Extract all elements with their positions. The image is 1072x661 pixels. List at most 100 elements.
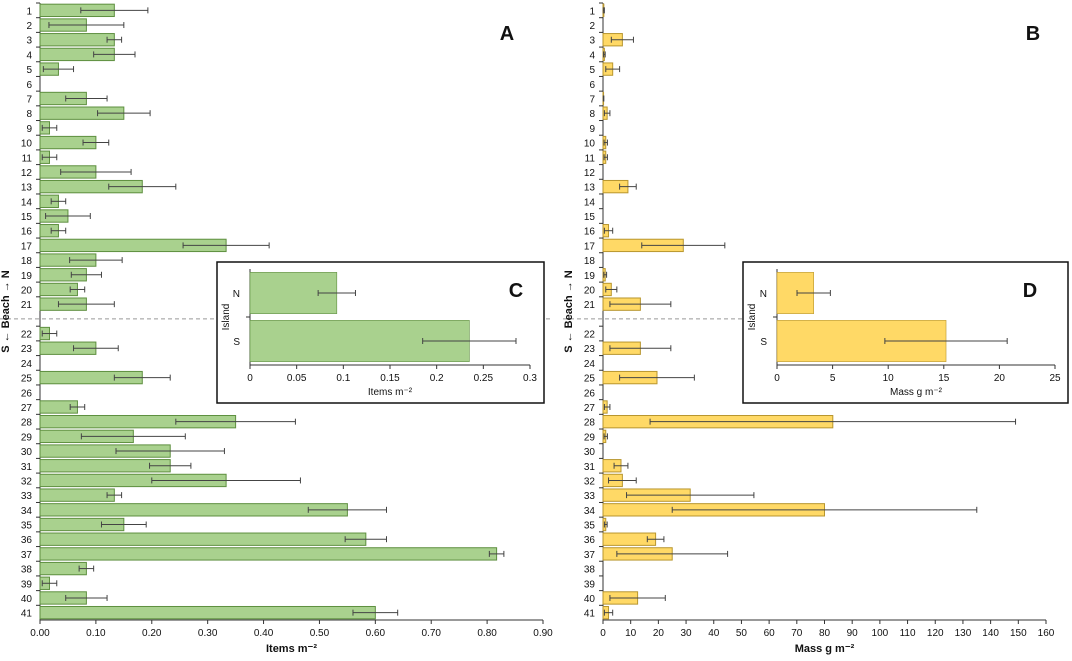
y-tick-label: 31	[584, 462, 596, 473]
x-tick-label: 60	[764, 628, 776, 639]
y-tick-label: 32	[584, 476, 596, 487]
y-axis-label: S ← Beach → N	[0, 270, 12, 353]
x-tick-label: 10	[625, 628, 637, 639]
x-tick-label: 0.1	[336, 373, 350, 384]
y-tick-label: 9	[589, 124, 595, 135]
y-tick-label: 8	[589, 109, 595, 120]
y-tick-label: 12	[584, 168, 596, 179]
y-tick-label: 41	[21, 609, 33, 620]
y-tick-label: 26	[21, 388, 33, 399]
y-tick-label: 8	[26, 109, 32, 120]
x-tick-label: 0.30	[198, 628, 218, 639]
bar	[249, 320, 470, 362]
y-tick-label: 41	[584, 609, 596, 620]
y-axis-label: Island	[221, 304, 232, 331]
y-tick-label: 4	[26, 50, 32, 61]
y-tick-label: 23	[21, 344, 33, 355]
y-tick-label: 32	[21, 476, 33, 487]
x-axis-label: Items m⁻²	[368, 387, 413, 398]
x-tick-label: 80	[819, 628, 831, 639]
y-tick-label: 21	[584, 300, 596, 311]
x-tick-label: 90	[847, 628, 859, 639]
y-axis-label: S ← Beach → N	[563, 270, 575, 353]
y-tick-label: S	[760, 337, 767, 348]
y-tick-label: 18	[21, 256, 33, 267]
x-tick-label: 0.90	[533, 628, 553, 639]
y-tick-label: 6	[26, 80, 32, 91]
y-tick-label: 7	[589, 94, 595, 105]
y-tick-label: 28	[584, 418, 596, 429]
x-tick-label: 20	[653, 628, 665, 639]
y-tick-label: 39	[584, 579, 596, 590]
x-tick-label: 0	[247, 373, 253, 384]
y-tick-label: 38	[21, 565, 33, 576]
y-tick-label: 20	[21, 285, 33, 296]
x-tick-label: 40	[708, 628, 720, 639]
x-tick-label: 0	[600, 628, 606, 639]
y-tick-label: 27	[21, 403, 33, 414]
y-tick-label: 14	[584, 197, 596, 208]
panel-label: A	[500, 23, 514, 45]
y-tick-label: 30	[584, 447, 596, 458]
x-tick-label: 0.10	[86, 628, 106, 639]
x-tick-label: 10	[883, 373, 895, 384]
y-tick-label: 10	[21, 139, 33, 150]
y-tick-label: 22	[21, 330, 33, 341]
y-tick-label: 35	[584, 521, 596, 532]
y-tick-label: 36	[21, 535, 33, 546]
x-tick-label: 0.80	[477, 628, 497, 639]
x-tick-label: 70	[791, 628, 803, 639]
y-tick-label: 11	[22, 153, 33, 164]
y-tick-label: 16	[21, 227, 33, 238]
y-tick-label: 38	[584, 565, 596, 576]
y-tick-label: 18	[584, 256, 596, 267]
y-tick-label: 31	[21, 462, 33, 473]
y-tick-label: 37	[21, 550, 33, 561]
y-tick-label: 13	[21, 183, 33, 194]
y-tick-label: 21	[21, 300, 33, 311]
panel-label: C	[509, 280, 523, 302]
y-tick-label: 33	[584, 491, 596, 502]
y-tick-label: 15	[21, 212, 33, 223]
y-tick-label: 5	[589, 65, 595, 76]
inset-d: 0 5 10 15 20 25 N S Mass g m⁻² Island D	[742, 261, 1069, 404]
x-axis-label: Mass g m⁻²	[890, 387, 943, 398]
x-tick-label: 110	[900, 628, 916, 639]
y-tick-label: 5	[26, 65, 32, 76]
y-tick-label: 37	[584, 550, 596, 561]
x-tick-label: 0.70	[421, 628, 441, 639]
y-tick-label: 1	[589, 6, 595, 17]
x-tick-label: 0.05	[287, 373, 307, 384]
y-tick-label: 7	[26, 94, 32, 105]
panel-b: 0 10 20 30 40 50 60 70 80 90 100 110 120 130 140 150 160…	[563, 2, 1055, 655]
y-tick-label: 10	[584, 139, 596, 150]
x-axis-label: Mass g m⁻²	[795, 643, 855, 655]
x-axis-label: Items m⁻²	[266, 643, 317, 655]
y-tick-label: 12	[21, 168, 33, 179]
y-tick-label: 1	[26, 6, 32, 17]
x-tick-label: 0.3	[523, 373, 537, 384]
y-tick-label: 17	[21, 241, 33, 252]
y-tick-label: 2	[26, 21, 32, 32]
y-tick-label: 36	[584, 535, 596, 546]
x-tick-label: 0.60	[366, 628, 386, 639]
y-tick-label: 2	[589, 21, 595, 32]
y-tick-label: 34	[21, 506, 33, 517]
y-tick-label: 17	[584, 241, 596, 252]
bar	[39, 547, 498, 561]
x-tick-label: 0.00	[30, 628, 50, 639]
y-tick-label: 3	[589, 36, 595, 47]
bar	[39, 503, 348, 517]
y-tick-label: 3	[26, 36, 32, 47]
x-tick-label: 25	[1049, 373, 1061, 384]
x-tick-label: 50	[736, 628, 748, 639]
y-tick-label: 28	[21, 418, 33, 429]
y-tick-label: 34	[584, 506, 596, 517]
bar	[39, 488, 115, 502]
panel-label: D	[1023, 280, 1037, 302]
x-tick-label: 0.25	[474, 373, 494, 384]
y-tick-label: 26	[584, 388, 596, 399]
x-tick-label: 100	[872, 628, 889, 639]
y-axis-label: Island	[747, 304, 758, 331]
y-tick-label: S	[233, 337, 240, 348]
